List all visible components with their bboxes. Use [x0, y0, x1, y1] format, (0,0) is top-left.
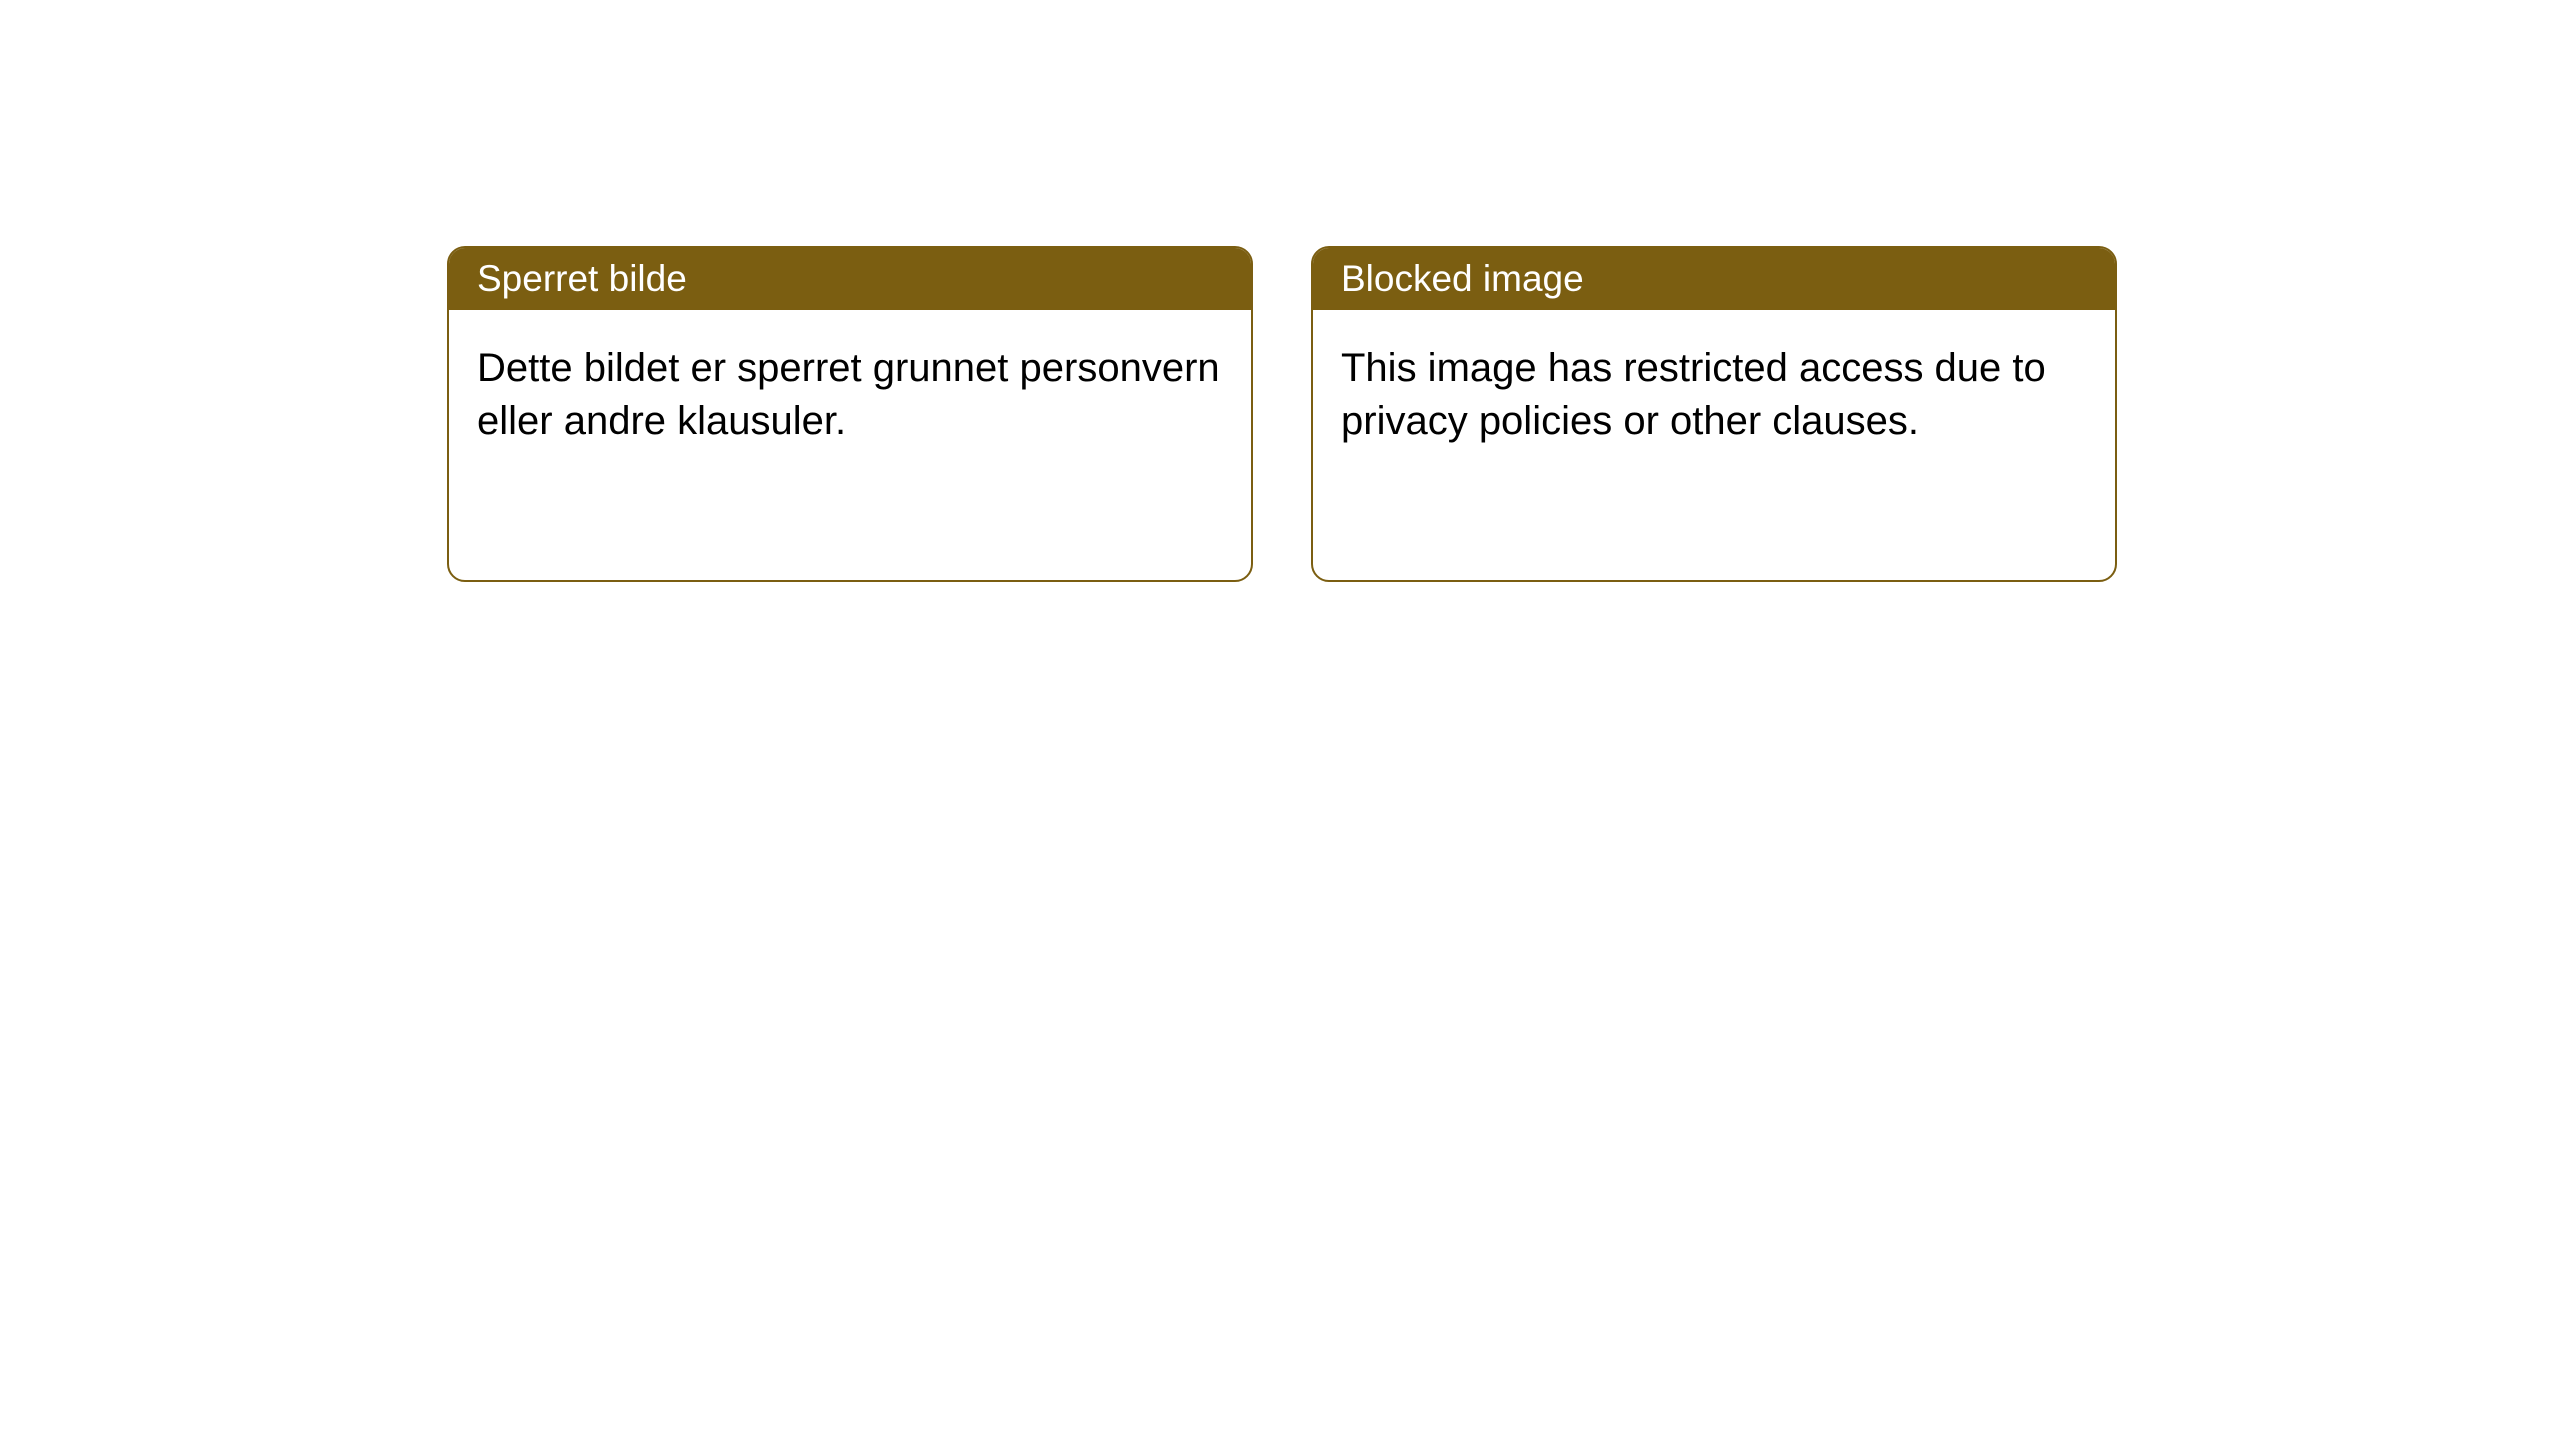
card-body: Dette bildet er sperret grunnet personve…: [449, 310, 1251, 580]
info-card-english: Blocked image This image has restricted …: [1311, 246, 2117, 582]
card-header: Sperret bilde: [449, 248, 1251, 310]
card-header: Blocked image: [1313, 248, 2115, 310]
card-body-text: Dette bildet er sperret grunnet personve…: [477, 346, 1220, 443]
card-body: This image has restricted access due to …: [1313, 310, 2115, 580]
info-cards-container: Sperret bilde Dette bildet er sperret gr…: [447, 246, 2560, 582]
card-title: Blocked image: [1341, 258, 1584, 299]
info-card-norwegian: Sperret bilde Dette bildet er sperret gr…: [447, 246, 1253, 582]
card-body-text: This image has restricted access due to …: [1341, 346, 2046, 443]
card-title: Sperret bilde: [477, 258, 687, 299]
